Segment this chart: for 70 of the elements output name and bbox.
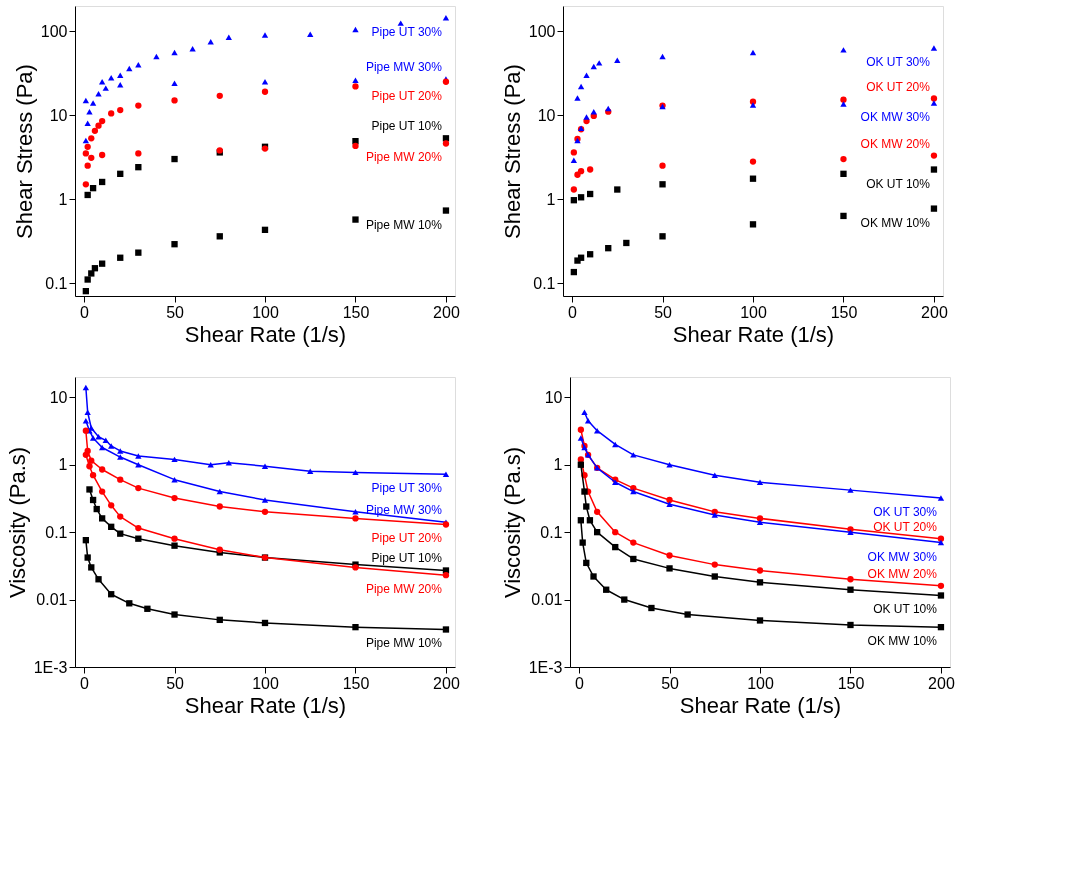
y-tick-label: 1 <box>553 456 563 474</box>
series-label: Pipe UT 20% <box>371 88 443 103</box>
y-tick-label: 1 <box>546 190 556 208</box>
series-label: Pipe MW 30% <box>365 503 443 518</box>
y-tick-label: 10 <box>537 106 556 124</box>
series-label: OK MW 10% <box>867 634 938 649</box>
series-label: Pipe UT 30% <box>371 481 443 496</box>
x-tick-label: 100 <box>252 674 279 692</box>
series-label: OK MW 30% <box>867 549 938 564</box>
series-label: OK UT 30% <box>873 505 938 520</box>
y-tick-label: 0.1 <box>533 274 556 292</box>
y-axis-title: Shear Stress (Pa) <box>11 64 37 239</box>
series-label: OK UT 20% <box>866 79 931 94</box>
x-tick-label: 150 <box>342 674 370 692</box>
x-tick-label: 150 <box>342 303 370 321</box>
x-tick-label: 0 <box>80 674 90 692</box>
x-tick-label: 50 <box>166 303 185 321</box>
x-tick-label: 0 <box>575 674 585 692</box>
series-label: Pipe MW 20% <box>365 582 443 597</box>
x-tick-label: 0 <box>80 303 90 321</box>
x-tick-label: 200 <box>928 674 955 692</box>
series-label: Pipe MW 20% <box>365 150 443 165</box>
series-label: OK UT 30% <box>866 55 931 70</box>
x-axis-title: Shear Rate (1/s) <box>679 692 842 718</box>
series-label: Pipe MW 30% <box>365 59 443 74</box>
y-tick-label: 1 <box>58 456 68 474</box>
series-label: OK MW 10% <box>860 215 931 230</box>
y-axis-title: Viscosity (Pa.s) <box>4 446 30 599</box>
x-tick-label: 50 <box>166 674 185 692</box>
x-tick-label: 200 <box>433 674 460 692</box>
series-label: OK MW 30% <box>860 109 931 124</box>
y-tick-label: 100 <box>40 22 68 40</box>
x-tick-label: 50 <box>661 674 680 692</box>
y-tick-label: 0.1 <box>45 274 68 292</box>
x-tick-label: 200 <box>433 303 460 321</box>
y-tick-label: 10 <box>544 388 563 406</box>
x-tick-label: 100 <box>740 303 767 321</box>
series-label: Pipe MW 10% <box>365 636 443 651</box>
y-axis-title: Viscosity (Pa.s) <box>499 446 525 599</box>
x-tick-label: 150 <box>830 303 858 321</box>
y-tick-label: 1E-3 <box>528 658 563 676</box>
y-tick-label: 0.01 <box>36 591 68 609</box>
y-tick-label: 1 <box>58 190 68 208</box>
series-label: Pipe UT 10% <box>371 119 443 134</box>
x-axis-title: Shear Rate (1/s) <box>184 692 347 718</box>
y-tick-label: 1E-3 <box>33 658 68 676</box>
x-tick-label: 200 <box>921 303 948 321</box>
y-tick-label: 0.1 <box>540 523 563 541</box>
series-label: Pipe UT 30% <box>371 24 443 39</box>
series-label: OK MW 20% <box>867 566 938 581</box>
series-label: Pipe UT 10% <box>371 551 443 566</box>
x-axis-title: Shear Rate (1/s) <box>184 321 347 347</box>
y-tick-label: 10 <box>49 388 68 406</box>
series-label: Pipe UT 20% <box>371 531 443 546</box>
y-tick-label: 100 <box>528 22 556 40</box>
x-axis-title: Shear Rate (1/s) <box>672 321 835 347</box>
y-axis-title: Shear Stress (Pa) <box>499 64 525 239</box>
y-tick-label: 0.1 <box>45 523 68 541</box>
x-tick-label: 100 <box>747 674 774 692</box>
y-tick-label: 0.01 <box>531 591 563 609</box>
x-tick-label: 50 <box>654 303 673 321</box>
series-label: OK UT 10% <box>866 176 931 191</box>
x-tick-label: 0 <box>568 303 578 321</box>
series-label: OK UT 20% <box>873 519 938 534</box>
series-label: OK MW 20% <box>860 136 931 151</box>
series-label: Pipe MW 10% <box>365 217 443 232</box>
x-tick-label: 100 <box>252 303 279 321</box>
x-tick-label: 150 <box>837 674 865 692</box>
series-label: OK UT 10% <box>873 602 938 617</box>
y-tick-label: 10 <box>49 106 68 124</box>
